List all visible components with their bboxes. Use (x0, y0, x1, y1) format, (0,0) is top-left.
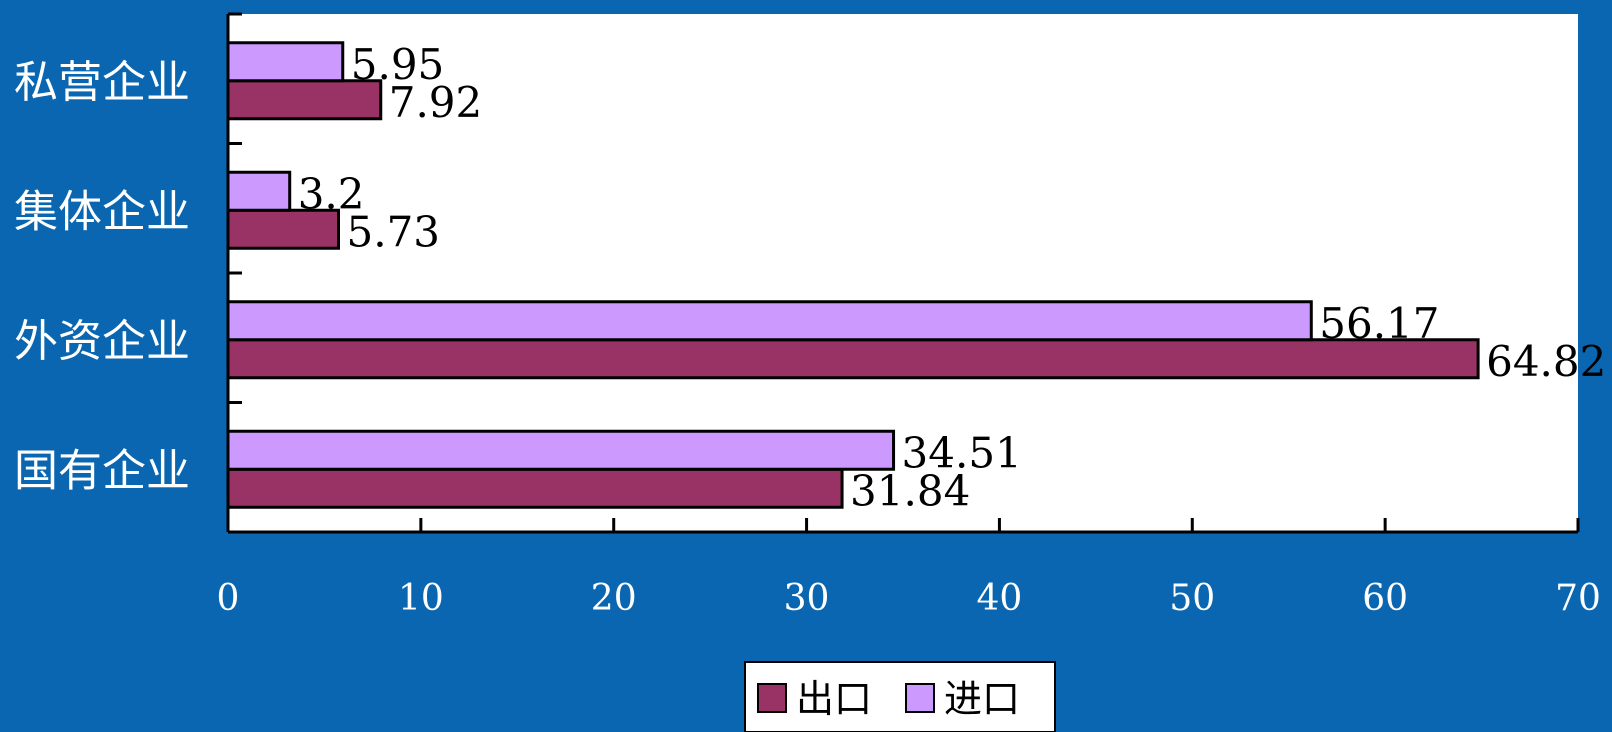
data-label-export-0: 31.84 (850, 466, 970, 515)
category-labels: 国有企业 外资企业 集体企业 私营企业 (14, 57, 190, 497)
y-axis-ticks (228, 12, 242, 534)
legend-label-import: 进口 (944, 677, 1020, 721)
bar-import-1 (226, 300, 1313, 342)
data-label-import-0: 34.51 (902, 428, 1022, 477)
data-label-import-2: 3.2 (298, 169, 365, 218)
legend: 出口 进口 (744, 661, 1056, 732)
x-tick-label-4: 40 (977, 578, 1023, 619)
legend-swatch-import (905, 683, 935, 713)
category-label-3: 私营企业 (14, 57, 190, 108)
legend-label-export: 出口 (796, 677, 872, 721)
bar-import-0 (226, 429, 896, 471)
category-label-2: 集体企业 (14, 186, 190, 237)
data-label-import-1: 56.17 (1319, 299, 1439, 348)
bars (226, 41, 1480, 509)
data-label-export-3: 7.92 (389, 78, 483, 127)
x-tick-label-0: 0 (217, 578, 240, 619)
x-tick-labels: 0 10 20 30 40 50 60 70 (217, 578, 1601, 619)
bar-export-1 (226, 338, 1480, 380)
data-label-export-2: 5.73 (347, 207, 441, 256)
category-label-0: 国有企业 (14, 445, 190, 496)
x-tick-label-2: 20 (591, 578, 637, 619)
x-tick-label-1: 10 (398, 578, 444, 619)
x-tick-label-3: 30 (784, 578, 830, 619)
data-label-import-3: 5.95 (351, 40, 445, 89)
x-tick-label-7: 70 (1555, 578, 1601, 619)
x-tick-label-6: 60 (1362, 578, 1408, 619)
bar-export-3 (226, 79, 383, 121)
legend-box (744, 661, 1056, 732)
data-label-export-1: 64.82 (1486, 337, 1606, 386)
legend-swatch-export (757, 683, 787, 713)
x-axis-ticks (226, 518, 1580, 532)
bar-export-0 (226, 467, 844, 509)
x-tick-label-5: 50 (1169, 578, 1215, 619)
category-label-1: 外资企业 (14, 316, 190, 367)
bar-import-2 (226, 170, 292, 212)
bar-import-3 (226, 41, 345, 83)
